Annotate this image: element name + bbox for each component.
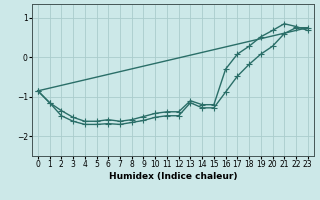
X-axis label: Humidex (Indice chaleur): Humidex (Indice chaleur) [108,172,237,181]
